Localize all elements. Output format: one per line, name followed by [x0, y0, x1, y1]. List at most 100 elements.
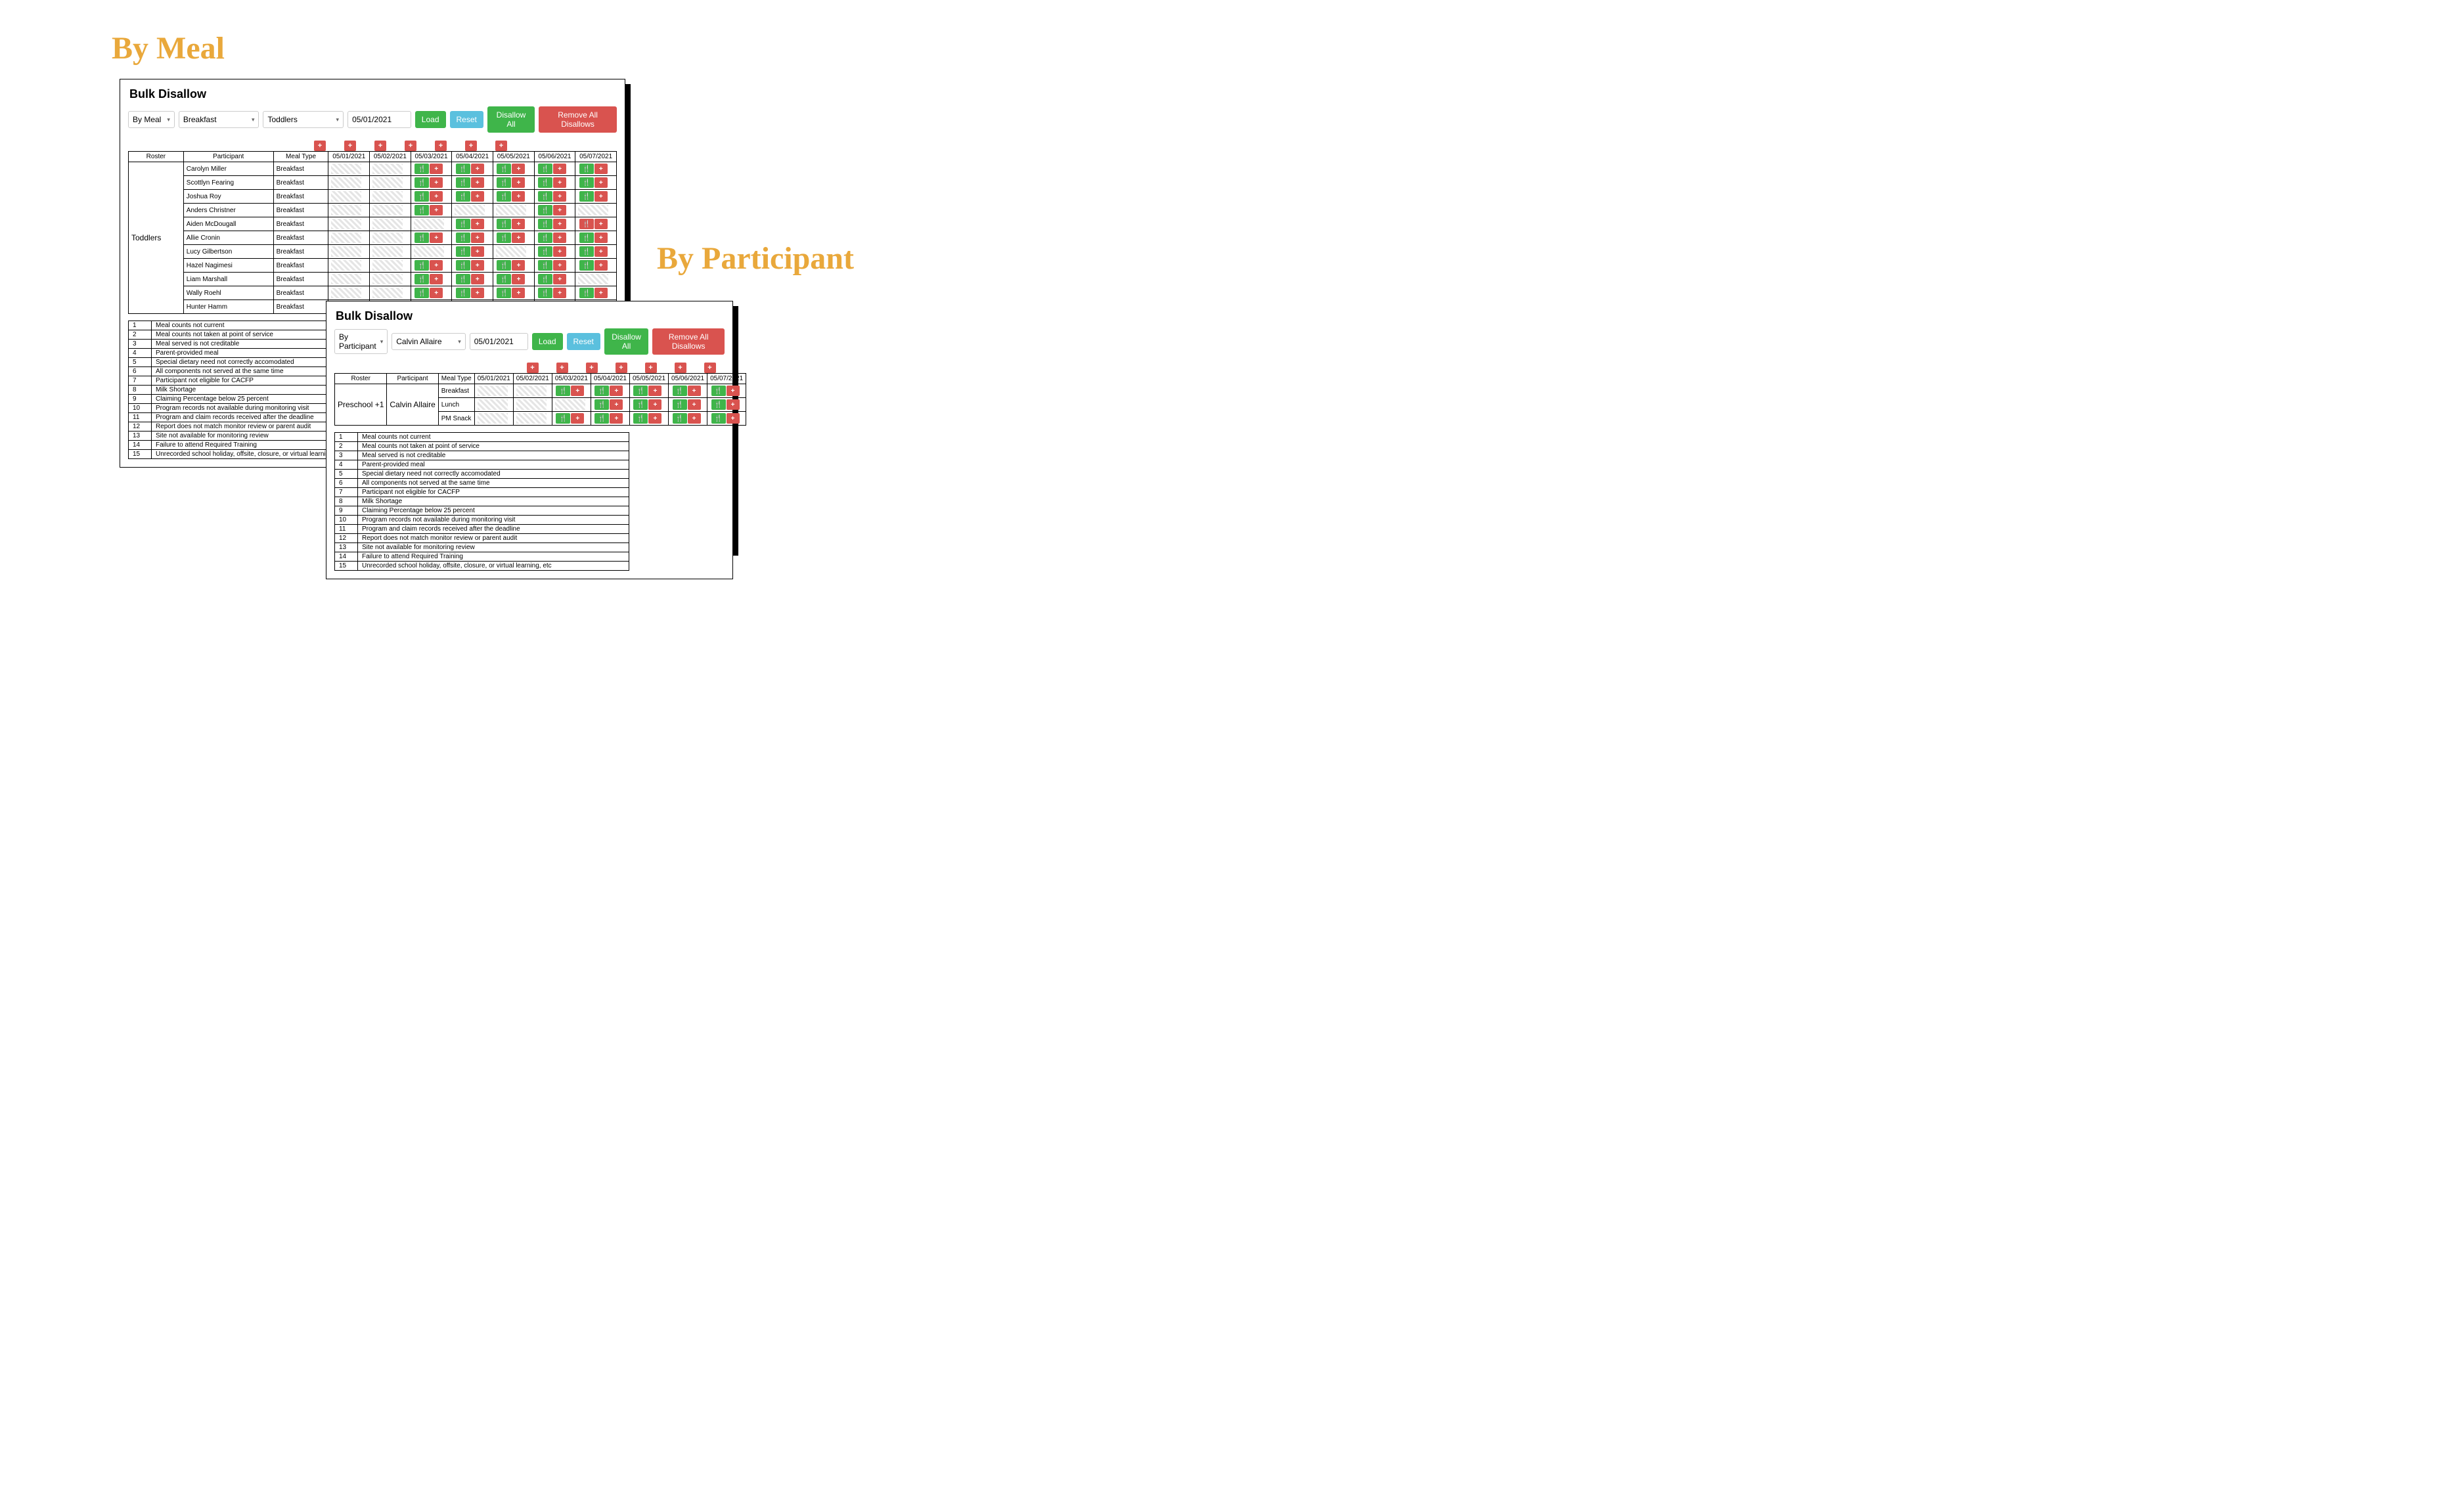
column-add-button[interactable]: +	[586, 363, 598, 373]
add-disallow-icon[interactable]: +	[430, 164, 443, 174]
add-disallow-icon[interactable]: +	[594, 260, 608, 271]
date-input[interactable]: 05/01/2021	[347, 111, 411, 128]
column-add-button[interactable]: +	[675, 363, 686, 373]
meal-cell[interactable]: 🍴+	[455, 274, 485, 284]
add-disallow-icon[interactable]: +	[553, 177, 566, 188]
meal-cell[interactable]: 🍴+	[594, 413, 624, 424]
meal-cell[interactable]: 🍴+	[555, 386, 585, 396]
add-disallow-icon[interactable]: +	[430, 191, 443, 202]
meal-cell[interactable]: 🍴+	[496, 191, 526, 202]
participant-select[interactable]: Calvin Allaire▾	[392, 333, 466, 350]
add-disallow-icon[interactable]: +	[471, 260, 484, 271]
column-add-button[interactable]: +	[405, 141, 416, 151]
meal-cell[interactable]: 🍴+	[671, 386, 702, 396]
add-disallow-icon[interactable]: +	[471, 246, 484, 257]
add-disallow-icon[interactable]: +	[688, 413, 701, 424]
add-disallow-icon[interactable]: +	[553, 191, 566, 202]
meal-cell[interactable]: 🍴+	[496, 274, 526, 284]
meal-cell[interactable]: 🍴+	[496, 288, 526, 298]
meal-cell[interactable]: 🍴+	[455, 177, 485, 188]
add-disallow-icon[interactable]: +	[594, 288, 608, 298]
add-disallow-icon[interactable]: +	[610, 386, 623, 396]
add-disallow-icon[interactable]: +	[512, 260, 525, 271]
add-disallow-icon[interactable]: +	[553, 219, 566, 229]
column-add-button[interactable]: +	[645, 363, 657, 373]
meal-cell[interactable]: 🍴+	[496, 177, 526, 188]
add-disallow-icon[interactable]: +	[471, 164, 484, 174]
column-add-button[interactable]: +	[495, 141, 507, 151]
add-disallow-icon[interactable]: +	[471, 288, 484, 298]
meal-cell[interactable]: 🍴+	[578, 288, 608, 298]
meal-cell[interactable]: 🍴+	[455, 260, 485, 271]
meal-cell[interactable]: 🍴+	[455, 191, 485, 202]
add-disallow-icon[interactable]: +	[648, 386, 661, 396]
meal-cell[interactable]: 🍴+	[633, 399, 663, 410]
meal-cell[interactable]: 🍴+	[578, 164, 608, 174]
column-add-button[interactable]: +	[344, 141, 356, 151]
column-add-button[interactable]: +	[704, 363, 716, 373]
add-disallow-icon[interactable]: +	[610, 399, 623, 410]
meal-cell[interactable]: 🍴+	[537, 191, 568, 202]
add-disallow-icon[interactable]: +	[594, 177, 608, 188]
add-disallow-icon[interactable]: +	[610, 413, 623, 424]
add-disallow-icon[interactable]: +	[430, 274, 443, 284]
add-disallow-icon[interactable]: +	[594, 246, 608, 257]
remove-all-disallows-button[interactable]: Remove All Disallows	[539, 106, 617, 133]
date-input[interactable]: 05/01/2021	[470, 333, 528, 350]
add-disallow-icon[interactable]: +	[512, 288, 525, 298]
meal-cell[interactable]: 🍴+	[578, 219, 608, 229]
add-disallow-icon[interactable]: +	[471, 191, 484, 202]
add-disallow-icon[interactable]: +	[512, 164, 525, 174]
meal-cell[interactable]: 🍴+	[633, 386, 663, 396]
reset-button[interactable]: Reset	[567, 333, 600, 350]
add-disallow-icon[interactable]: +	[471, 177, 484, 188]
meal-cell[interactable]: 🍴+	[578, 233, 608, 243]
meal-cell[interactable]: 🍴+	[537, 177, 568, 188]
meal-cell[interactable]: 🍴+	[414, 260, 444, 271]
meal-cell[interactable]: 🍴+	[594, 399, 624, 410]
add-disallow-icon[interactable]: +	[512, 274, 525, 284]
meal-cell[interactable]: 🍴+	[414, 205, 444, 215]
meal-cell[interactable]: 🍴+	[537, 164, 568, 174]
meal-cell[interactable]: 🍴+	[496, 164, 526, 174]
meal-select[interactable]: Breakfast▾	[179, 111, 259, 128]
load-button[interactable]: Load	[415, 111, 446, 128]
add-disallow-icon[interactable]: +	[571, 413, 584, 424]
meal-cell[interactable]: 🍴+	[414, 288, 444, 298]
add-disallow-icon[interactable]: +	[512, 219, 525, 229]
column-add-button[interactable]: +	[527, 363, 539, 373]
meal-cell[interactable]: 🍴+	[671, 399, 702, 410]
column-add-button[interactable]: +	[465, 141, 477, 151]
add-disallow-icon[interactable]: +	[594, 164, 608, 174]
add-disallow-icon[interactable]: +	[727, 399, 740, 410]
column-add-button[interactable]: +	[374, 141, 386, 151]
add-disallow-icon[interactable]: +	[688, 386, 701, 396]
meal-cell[interactable]: 🍴+	[594, 386, 624, 396]
add-disallow-icon[interactable]: +	[553, 164, 566, 174]
add-disallow-icon[interactable]: +	[553, 260, 566, 271]
add-disallow-icon[interactable]: +	[430, 260, 443, 271]
meal-cell[interactable]: 🍴+	[455, 288, 485, 298]
meal-cell[interactable]: 🍴+	[496, 219, 526, 229]
add-disallow-icon[interactable]: +	[594, 191, 608, 202]
meal-cell[interactable]: 🍴+	[578, 191, 608, 202]
add-disallow-icon[interactable]: +	[512, 233, 525, 243]
disallow-all-button[interactable]: Disallow All	[487, 106, 535, 133]
add-disallow-icon[interactable]: +	[553, 233, 566, 243]
add-disallow-icon[interactable]: +	[648, 413, 661, 424]
meal-cell[interactable]: 🍴+	[710, 399, 740, 410]
add-disallow-icon[interactable]: +	[594, 233, 608, 243]
meal-cell[interactable]: 🍴+	[537, 288, 568, 298]
roster-select[interactable]: Toddlers▾	[263, 111, 344, 128]
add-disallow-icon[interactable]: +	[430, 233, 443, 243]
meal-cell[interactable]: 🍴+	[578, 177, 608, 188]
add-disallow-icon[interactable]: +	[571, 386, 584, 396]
meal-cell[interactable]: 🍴+	[710, 386, 740, 396]
add-disallow-icon[interactable]: +	[471, 274, 484, 284]
meal-cell[interactable]: 🍴+	[414, 191, 444, 202]
meal-cell[interactable]: 🍴+	[496, 260, 526, 271]
meal-cell[interactable]: 🍴+	[578, 246, 608, 257]
column-add-button[interactable]: +	[435, 141, 447, 151]
meal-cell[interactable]: 🍴+	[537, 260, 568, 271]
meal-cell[interactable]: 🍴+	[414, 164, 444, 174]
